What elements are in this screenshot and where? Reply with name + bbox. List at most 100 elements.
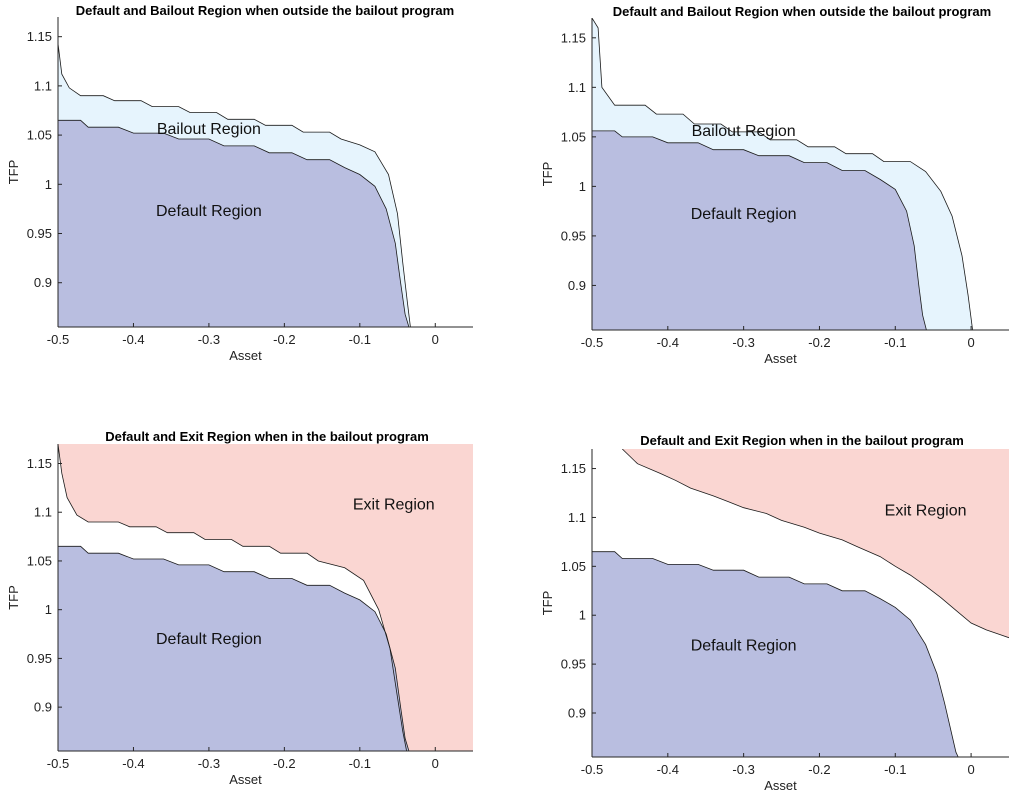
region-labels: Exit Region Default Region bbox=[691, 503, 967, 655]
region-label: Default Region bbox=[691, 206, 797, 223]
default-region-area bbox=[592, 551, 959, 757]
y-tick-label: 1.05 bbox=[561, 559, 586, 574]
y-tick-label: 1 bbox=[579, 608, 586, 623]
y-tick-label: 1.15 bbox=[561, 461, 586, 476]
x-tick-label: 0 bbox=[432, 756, 439, 771]
x-ticks: -0.5 -0.4 -0.3 -0.2 -0.1 0 bbox=[581, 335, 975, 350]
y-ticks: 0.9 0.95 1 1.05 1.1 1.15 bbox=[561, 461, 586, 720]
x-axis-label: Asset bbox=[229, 772, 262, 787]
x-tick-label: -0.2 bbox=[808, 762, 830, 777]
x-tick-label: -0.4 bbox=[122, 756, 144, 771]
x-ticks: -0.5 -0.4 -0.3 -0.2 -0.1 0 bbox=[581, 762, 975, 777]
plot-area bbox=[591, 18, 1009, 331]
plot-area bbox=[57, 17, 473, 328]
y-tick-label: 0.95 bbox=[27, 651, 52, 666]
x-tick-label: -0.5 bbox=[47, 332, 69, 347]
y-tick-label: 1.05 bbox=[27, 553, 52, 568]
chart-title: Default and Exit Region when in the bail… bbox=[105, 429, 429, 444]
x-tick-label: -0.2 bbox=[808, 335, 830, 350]
exit-region-area bbox=[58, 444, 473, 751]
exit-boundary-line bbox=[58, 444, 407, 751]
panel-bottom-left: Default and Exit Region when in the bail… bbox=[6, 429, 473, 787]
default-boundary-line bbox=[58, 545, 410, 751]
y-tick-label: 1 bbox=[579, 179, 586, 194]
x-tick-label: -0.1 bbox=[884, 335, 906, 350]
x-tick-label: -0.1 bbox=[884, 762, 906, 777]
y-tick-label: 1 bbox=[45, 177, 52, 192]
y-tick-label: 1.1 bbox=[568, 510, 586, 525]
y-tick-label: 0.95 bbox=[561, 657, 586, 672]
x-tick-label: -0.4 bbox=[122, 332, 144, 347]
region-label: Exit Region bbox=[885, 503, 967, 520]
y-tick-label: 0.9 bbox=[568, 278, 586, 293]
exit-boundary-line bbox=[622, 449, 1009, 639]
x-tick-label: -0.3 bbox=[198, 756, 220, 771]
x-tick-label: -0.2 bbox=[273, 332, 295, 347]
x-tick-label: 0 bbox=[967, 335, 974, 350]
chart-title: Default and Bailout Region when outside … bbox=[613, 4, 991, 19]
y-axis-label: TFP bbox=[540, 591, 555, 616]
region-label: Default Region bbox=[156, 631, 262, 648]
region-label: Bailout Region bbox=[692, 123, 796, 140]
x-tick-label: -0.5 bbox=[581, 762, 603, 777]
y-tick-label: 0.95 bbox=[27, 226, 52, 241]
region-label: Default Region bbox=[156, 203, 262, 220]
bailout-boundary-line bbox=[58, 43, 411, 327]
x-tick-label: 0 bbox=[432, 332, 439, 347]
y-tick-label: 1.15 bbox=[27, 456, 52, 471]
x-ticks: -0.5 -0.4 -0.3 -0.2 -0.1 0 bbox=[47, 332, 439, 347]
x-axis-label: Asset bbox=[764, 778, 797, 793]
x-tick-label: -0.4 bbox=[657, 335, 679, 350]
y-tick-label: 1.1 bbox=[568, 80, 586, 95]
x-tick-label: -0.2 bbox=[273, 756, 295, 771]
x-tick-label: -0.1 bbox=[349, 332, 371, 347]
x-tick-label: -0.1 bbox=[349, 756, 371, 771]
y-tick-label: 0.9 bbox=[34, 700, 52, 715]
y-axis-label: TFP bbox=[6, 160, 21, 185]
region-label: Default Region bbox=[691, 638, 797, 655]
y-tick-label: 1.05 bbox=[27, 128, 52, 143]
y-ticks: 0.9 0.95 1 1.05 1.1 1.15 bbox=[27, 29, 52, 290]
y-tick-label: 0.95 bbox=[561, 228, 586, 243]
x-tick-label: 0 bbox=[967, 762, 974, 777]
x-axis-label: Asset bbox=[764, 351, 797, 366]
region-label: Bailout Region bbox=[157, 121, 261, 138]
x-tick-label: -0.5 bbox=[581, 335, 603, 350]
default-boundary-line bbox=[592, 551, 959, 757]
y-ticks: 0.9 0.95 1 1.05 1.1 1.15 bbox=[561, 30, 586, 293]
x-tick-label: -0.4 bbox=[657, 762, 679, 777]
region-labels: Bailout Region Default Region bbox=[691, 123, 797, 223]
y-axis-label: TFP bbox=[6, 585, 21, 610]
chart-title: Default and Bailout Region when outside … bbox=[76, 3, 454, 18]
exit-region-area bbox=[622, 449, 1009, 638]
region-labels: Exit Region Default Region bbox=[156, 496, 435, 647]
y-tick-label: 1.05 bbox=[561, 129, 586, 144]
y-tick-label: 1.1 bbox=[34, 505, 52, 520]
y-tick-label: 1 bbox=[45, 602, 52, 617]
x-tick-label: -0.3 bbox=[732, 762, 754, 777]
default-region-area bbox=[592, 130, 927, 330]
default-boundary-line bbox=[58, 119, 410, 327]
chart-title: Default and Exit Region when in the bail… bbox=[640, 433, 964, 448]
x-tick-label: -0.3 bbox=[198, 332, 220, 347]
y-axis-label: TFP bbox=[540, 162, 555, 187]
x-tick-label: -0.5 bbox=[47, 756, 69, 771]
y-tick-label: 0.9 bbox=[34, 275, 52, 290]
panel-bottom-right: Default and Exit Region when in the bail… bbox=[540, 433, 1009, 793]
region-label: Exit Region bbox=[353, 496, 435, 513]
panel-top-right: Default and Bailout Region when outside … bbox=[540, 4, 1009, 366]
plot-area bbox=[57, 444, 473, 752]
default-boundary-line bbox=[592, 130, 927, 330]
x-tick-label: -0.3 bbox=[732, 335, 754, 350]
bailout-boundary-line bbox=[592, 18, 973, 330]
plot-area bbox=[591, 449, 1009, 758]
x-axis-label: Asset bbox=[229, 348, 262, 363]
panel-top-left: Default and Bailout Region when outside … bbox=[6, 3, 473, 363]
region-labels: Bailout Region Default Region bbox=[156, 121, 262, 220]
y-tick-label: 1.15 bbox=[27, 29, 52, 44]
y-tick-label: 0.9 bbox=[568, 706, 586, 721]
default-region-area bbox=[58, 546, 409, 751]
default-region-area bbox=[58, 120, 409, 327]
x-ticks: -0.5 -0.4 -0.3 -0.2 -0.1 0 bbox=[47, 756, 439, 771]
